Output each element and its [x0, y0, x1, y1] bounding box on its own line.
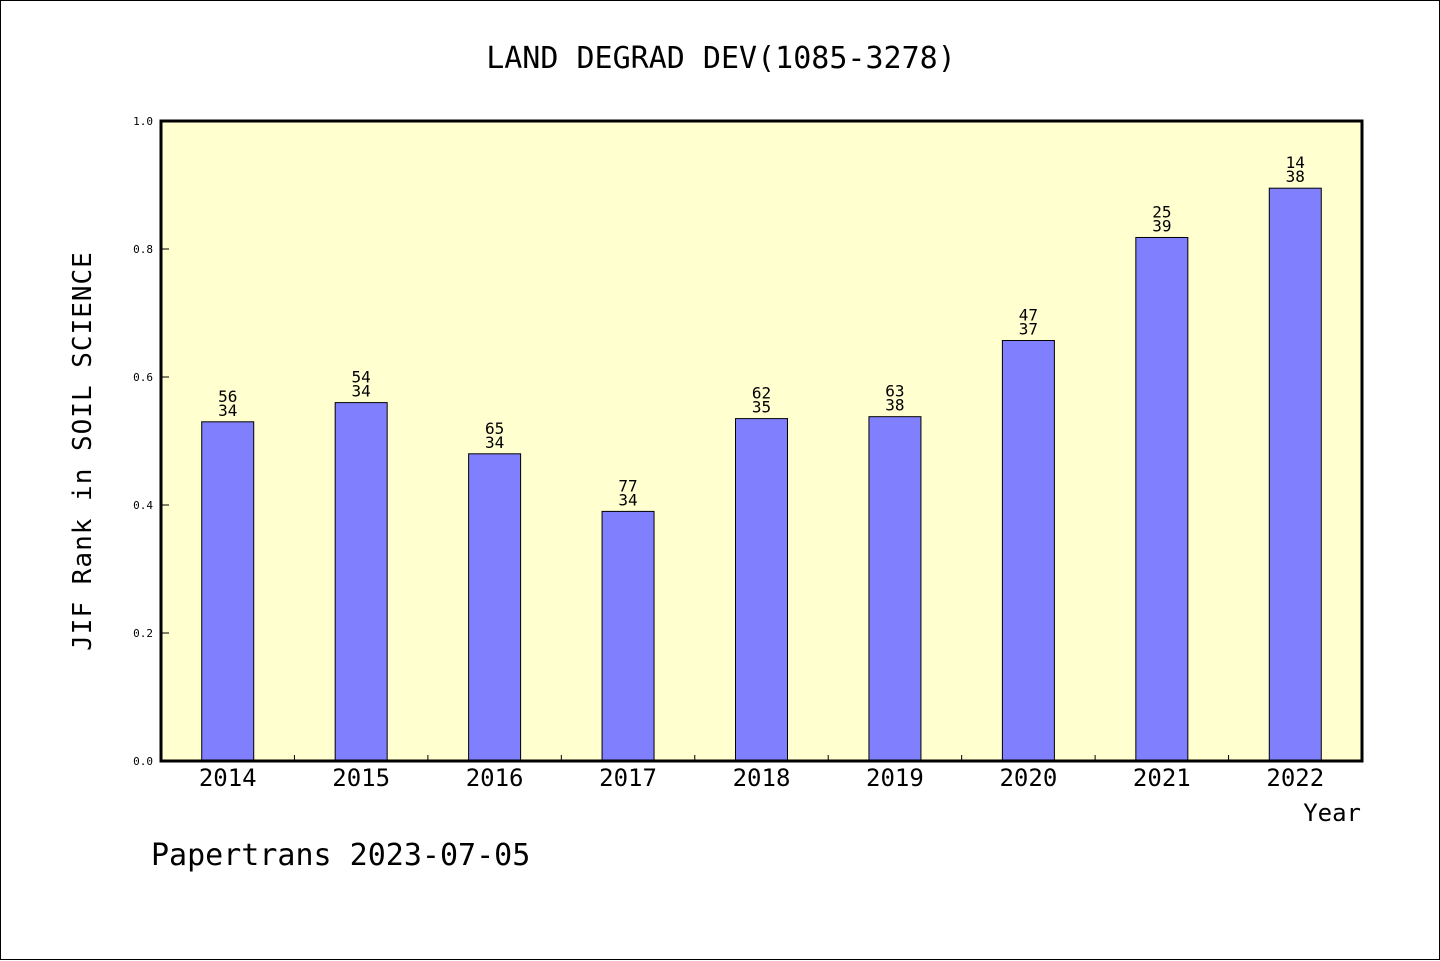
bar-rank-label: 54	[352, 368, 371, 387]
y-tick-label: 0.6	[133, 371, 153, 384]
bar-rank-label: 14	[1286, 153, 1305, 172]
bar-2016	[468, 453, 522, 762]
chart-title: LAND DEGRAD DEV(1085-3278)	[486, 41, 956, 76]
bar-rank-label: 65	[485, 419, 504, 438]
bar-2014	[201, 421, 255, 762]
x-tick-label: 2017	[599, 764, 657, 792]
bar-total-label: 39	[1152, 216, 1171, 235]
bar-2020	[1001, 340, 1055, 762]
bar-total-label: 34	[485, 433, 504, 452]
x-tick-label: 2018	[733, 764, 791, 792]
plot-area-border	[159, 119, 1364, 763]
bar-2019	[868, 416, 922, 762]
bar-rank-label: 56	[218, 387, 237, 406]
bar-total-label: 35	[752, 398, 771, 417]
x-tick-label: 2022	[1266, 764, 1324, 792]
x-tick-label: 2019	[866, 764, 924, 792]
x-tick-label: 2016	[466, 764, 524, 792]
bar-2015	[334, 402, 388, 762]
x-tick-label: 2014	[199, 764, 257, 792]
y-tick-label: 0.8	[133, 243, 153, 256]
bar-rank-label: 25	[1152, 202, 1171, 221]
y-tick-label: 0.2	[133, 627, 153, 640]
y-axis-label: JIF Rank in SOIL SCIENCE	[68, 251, 98, 651]
bar-total-label: 34	[618, 490, 637, 509]
x-axis-label: Year	[1303, 799, 1361, 827]
footer-credit: Papertrans 2023-07-05	[151, 838, 530, 873]
bar-2021	[1135, 236, 1189, 762]
bar-2022	[1268, 187, 1322, 762]
x-axis-ticks: 2014 2015 2016 2017 2018 2019 2020 2021 2022	[199, 755, 1324, 792]
bar-rank-label: 77	[618, 476, 637, 495]
bar-rank-label: 62	[752, 384, 771, 403]
bar-total-label: 34	[218, 401, 237, 420]
bar-rank-label: 47	[1019, 306, 1038, 325]
x-tick-label: 2021	[1133, 764, 1191, 792]
bar-2017	[601, 510, 655, 762]
bar-total-label: 38	[885, 396, 904, 415]
y-tick-label: 0.0	[133, 755, 153, 768]
y-axis-ticks: 0.0 0.2 0.4 0.6 0.8 1.0	[133, 115, 169, 768]
y-tick-label: 0.4	[133, 499, 153, 512]
bar-total-label: 38	[1286, 167, 1305, 186]
x-tick-label: 2015	[332, 764, 390, 792]
bar-rank-label: 63	[885, 382, 904, 401]
bars-group	[201, 187, 1322, 762]
y-tick-label: 1.0	[133, 115, 153, 128]
bar-total-label: 37	[1019, 320, 1038, 339]
x-tick-label: 2020	[999, 764, 1057, 792]
bar-total-label: 34	[352, 382, 371, 401]
bar-2018	[735, 418, 788, 762]
